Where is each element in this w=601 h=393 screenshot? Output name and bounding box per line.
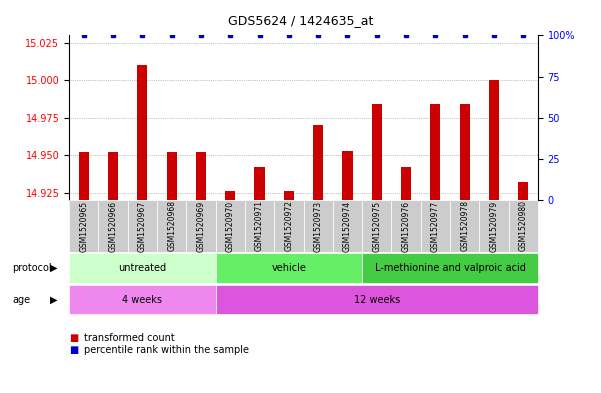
- Text: age: age: [12, 295, 30, 305]
- Text: GSM1520979: GSM1520979: [489, 200, 498, 252]
- Text: ■: ■: [69, 345, 78, 355]
- Bar: [362, 200, 391, 252]
- Text: untreated: untreated: [118, 263, 166, 273]
- Text: percentile rank within the sample: percentile rank within the sample: [84, 345, 249, 355]
- Bar: [79, 152, 89, 200]
- Bar: [216, 253, 362, 283]
- Text: GSM1520967: GSM1520967: [138, 200, 147, 252]
- Bar: [196, 152, 206, 200]
- Text: transformed count: transformed count: [84, 333, 175, 343]
- Text: GSM1520969: GSM1520969: [197, 200, 206, 252]
- Bar: [313, 125, 323, 200]
- Text: ■: ■: [69, 333, 78, 343]
- Bar: [460, 105, 470, 200]
- Bar: [216, 200, 245, 252]
- Text: GSM1520980: GSM1520980: [519, 200, 528, 252]
- Text: ▶: ▶: [50, 263, 58, 273]
- Text: GDS5624 / 1424635_at: GDS5624 / 1424635_at: [228, 14, 373, 27]
- Text: protocol: protocol: [12, 263, 52, 273]
- Bar: [480, 200, 508, 252]
- Bar: [489, 81, 499, 200]
- Text: GSM1520977: GSM1520977: [431, 200, 440, 252]
- Bar: [69, 200, 99, 252]
- Text: 4 weeks: 4 weeks: [123, 295, 162, 305]
- Bar: [508, 200, 538, 252]
- Bar: [450, 200, 480, 252]
- Bar: [518, 182, 528, 200]
- Text: GSM1520970: GSM1520970: [226, 200, 235, 252]
- Text: GSM1520975: GSM1520975: [372, 200, 381, 252]
- Bar: [186, 200, 216, 252]
- Bar: [108, 152, 118, 200]
- Bar: [99, 200, 127, 252]
- Text: GSM1520965: GSM1520965: [79, 200, 88, 252]
- Bar: [128, 200, 157, 252]
- Text: ▶: ▶: [50, 295, 58, 305]
- Text: GSM1520973: GSM1520973: [314, 200, 323, 252]
- Bar: [216, 285, 538, 314]
- Bar: [421, 200, 450, 252]
- Bar: [157, 200, 186, 252]
- Text: GSM1520966: GSM1520966: [109, 200, 118, 252]
- Text: GSM1520978: GSM1520978: [460, 200, 469, 252]
- Bar: [245, 200, 274, 252]
- Text: GSM1520972: GSM1520972: [284, 200, 293, 252]
- Bar: [401, 167, 411, 200]
- Text: 12 weeks: 12 weeks: [353, 295, 400, 305]
- Text: GSM1520974: GSM1520974: [343, 200, 352, 252]
- Text: GSM1520968: GSM1520968: [167, 200, 176, 252]
- Bar: [343, 151, 353, 200]
- Bar: [254, 167, 264, 200]
- Bar: [430, 105, 441, 200]
- Text: vehicle: vehicle: [272, 263, 307, 273]
- Bar: [166, 152, 177, 200]
- Text: GSM1520976: GSM1520976: [401, 200, 410, 252]
- Bar: [137, 65, 147, 200]
- Bar: [391, 200, 421, 252]
- Bar: [304, 200, 333, 252]
- Bar: [274, 200, 304, 252]
- Bar: [69, 285, 216, 314]
- Text: GSM1520971: GSM1520971: [255, 200, 264, 252]
- Bar: [225, 191, 236, 200]
- Bar: [69, 253, 216, 283]
- Bar: [284, 191, 294, 200]
- Bar: [362, 253, 538, 283]
- Bar: [371, 105, 382, 200]
- Text: L-methionine and valproic acid: L-methionine and valproic acid: [374, 263, 525, 273]
- Bar: [333, 200, 362, 252]
